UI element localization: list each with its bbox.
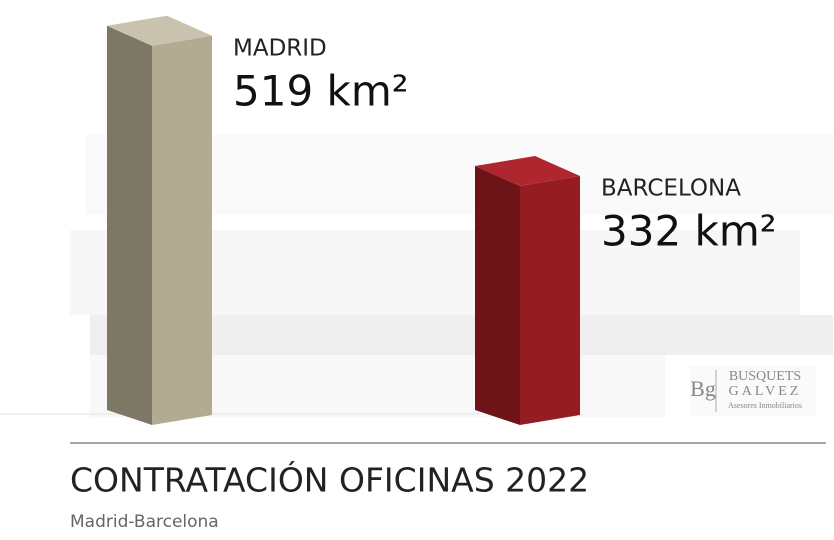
category-label: MADRID [233,35,327,61]
bar-top [107,15,212,46]
bar-side [107,25,152,425]
category-label: BARCELONA [601,176,741,202]
bar [107,15,212,425]
chart-title: CONTRATACIÓN OFICINAS 2022 [70,460,589,500]
logo-text: BUSQUETS [729,369,801,384]
chart-subtitle: Madrid-Barcelona [70,512,219,532]
logo-text: Asesores Inmobiliarios [728,401,802,410]
bar-front [520,176,580,425]
bar-top [475,156,580,186]
bar [475,156,580,425]
value-label: 519 km² [233,66,409,115]
bar-front [152,35,212,425]
logo: Bg BUSQUETS GALVEZ Asesores Inmobiliario… [690,366,816,416]
value-label: 332 km² [601,207,777,256]
logo-text: GALVEZ [729,384,802,399]
bar-side [475,166,520,425]
logo-mark: Bg [690,376,716,401]
